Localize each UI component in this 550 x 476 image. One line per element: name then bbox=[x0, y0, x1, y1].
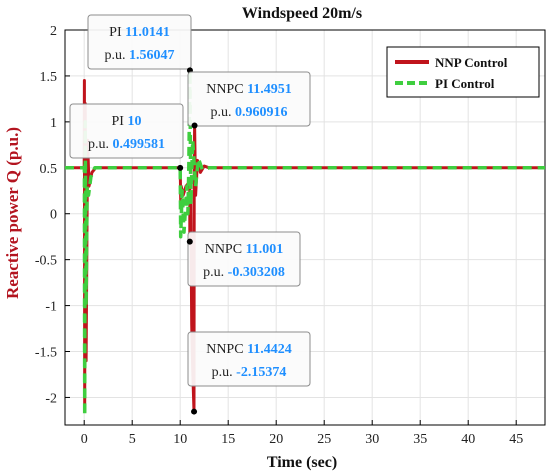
datatip-marker bbox=[191, 122, 198, 129]
y-tick-label: 1.5 bbox=[40, 70, 58, 85]
chart-title: Windspeed 20m/s bbox=[242, 5, 362, 22]
datatip-x-line: PI 10 bbox=[112, 114, 142, 129]
datatip-marker bbox=[177, 164, 184, 171]
x-tick-label: 35 bbox=[413, 432, 427, 447]
x-tick-label: 45 bbox=[509, 432, 523, 447]
y-tick-label: 0.5 bbox=[40, 162, 58, 177]
x-tick-label: 20 bbox=[269, 432, 283, 447]
x-tick-label: 0 bbox=[81, 432, 88, 447]
x-tick-label: 30 bbox=[365, 432, 379, 447]
x-tick-label: 40 bbox=[461, 432, 475, 447]
axis-ticks: 0 5 10 15 20 25 30 35 40 45 -2 -1.5 -1 -0.5 0 0.5 1 1.5 2 bbox=[35, 24, 523, 447]
datatip: NNPC 11.001 p.u. -0.303208 bbox=[186, 231, 301, 287]
y-tick-label: 0 bbox=[50, 208, 57, 223]
y-tick-label: -0.5 bbox=[35, 254, 57, 269]
datatip-y-line: p.u. 0.960916 bbox=[211, 105, 288, 120]
datatip-marker bbox=[186, 238, 193, 245]
x-axis-label: Time (sec) bbox=[267, 454, 337, 471]
datatip-x-line: NNPC 11.4424 bbox=[206, 342, 292, 357]
x-tick-label: 10 bbox=[173, 432, 187, 447]
legend-entry: NNP Control bbox=[435, 55, 508, 70]
datatip-box bbox=[87, 14, 192, 70]
datatip-marker bbox=[191, 408, 198, 415]
y-tick-label: 2 bbox=[50, 24, 57, 39]
plot-area-frame bbox=[64, 29, 546, 426]
datatip-y-line: p.u. 1.56047 bbox=[105, 48, 175, 63]
y-axis-label: Reactive power Q (p.u.) bbox=[3, 127, 22, 299]
datatip-box bbox=[187, 231, 301, 287]
datatip-y-line: p.u. 0.499581 bbox=[88, 137, 165, 152]
legend: NNP Control PI Control bbox=[386, 46, 540, 98]
x-tick-label: 15 bbox=[221, 432, 235, 447]
y-tick-label: 1 bbox=[50, 116, 57, 131]
datatip: NNPC 11.4951 p.u. 0.960916 bbox=[187, 71, 311, 129]
legend-entry: PI Control bbox=[435, 76, 495, 91]
datatip: PI 10 p.u. 0.499581 bbox=[69, 103, 184, 171]
y-tick-label: -1 bbox=[45, 300, 57, 315]
x-tick-label: 25 bbox=[317, 432, 331, 447]
datatip-x-line: NNPC 11.4951 bbox=[206, 82, 292, 97]
datatip: NNPC 11.4424 p.u. -2.15374 bbox=[187, 331, 311, 415]
y-tick-label: -1.5 bbox=[35, 346, 57, 361]
x-tick-label: 5 bbox=[129, 432, 136, 447]
legend-box bbox=[386, 46, 540, 98]
datatip-box bbox=[187, 331, 311, 387]
datatip-box bbox=[187, 71, 311, 127]
y-tick-label: -2 bbox=[45, 391, 57, 406]
datatip-box bbox=[69, 103, 184, 159]
datatip-x-line: PI 11.0141 bbox=[109, 25, 170, 40]
datatip: PI 11.0141 p.u. 1.56047 bbox=[87, 14, 193, 74]
datatip-y-line: p.u. -2.15374 bbox=[212, 365, 287, 380]
datatip-x-line: NNPC 11.001 bbox=[205, 242, 284, 257]
datatip-y-line: p.u. -0.303208 bbox=[203, 265, 285, 280]
datatips: PI 11.0141 p.u. 1.56047 NNPC 11.4951 p.u. 0… bbox=[69, 14, 311, 415]
